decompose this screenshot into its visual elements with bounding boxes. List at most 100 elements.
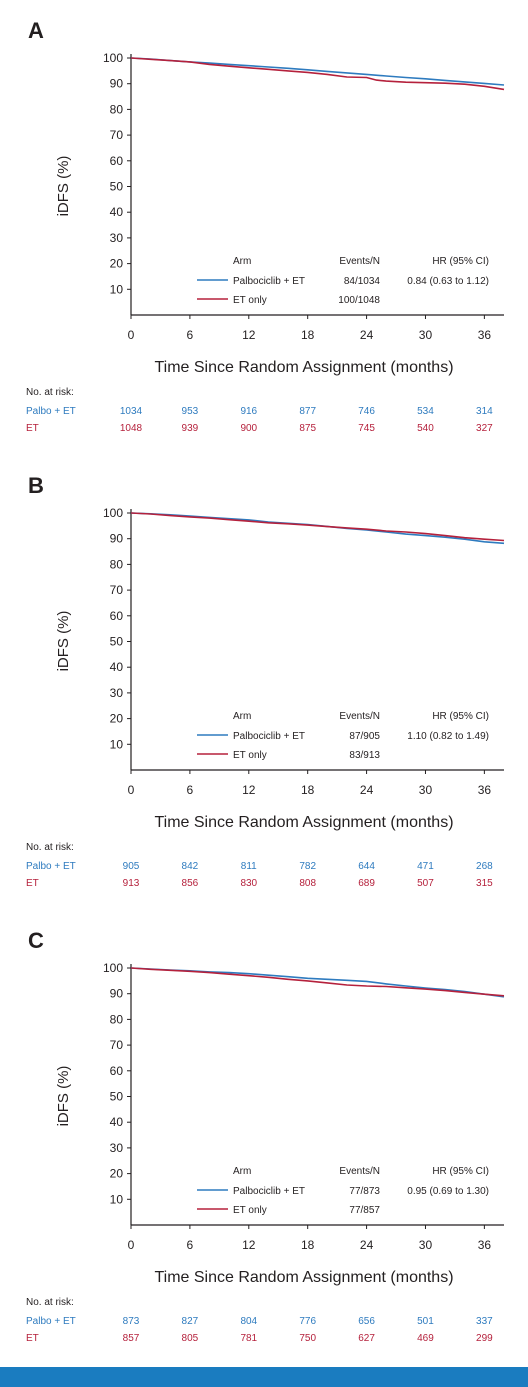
at-risk-value: 875 <box>299 423 317 434</box>
y-tick-label: 100 <box>103 961 123 975</box>
at-risk-value: 656 <box>358 1316 375 1327</box>
at-risk-row-palbo: Palbo + ET 1034 953 916 877 746 534 314 <box>0 406 528 420</box>
at-risk-value: 627 <box>358 1333 375 1344</box>
at-risk-label: ET <box>26 1333 39 1344</box>
x-tick-label: 18 <box>301 328 315 342</box>
legend-hr: 1.10 (0.82 to 1.49) <box>407 731 489 742</box>
at-risk-row-palbo: Palbo + ET 873 827 804 776 656 501 337 <box>0 1316 528 1330</box>
legend-hr: 0.84 (0.63 to 1.12) <box>407 276 489 287</box>
y-tick-label: 100 <box>103 51 123 65</box>
y-tick-label: 40 <box>110 1115 124 1129</box>
at-risk-value: 299 <box>476 1333 493 1344</box>
legend-events: 77/857 <box>349 1205 380 1216</box>
x-tick-label: 24 <box>360 783 374 797</box>
y-axis-label: iDFS (%) <box>55 611 72 672</box>
at-risk-label: ET <box>26 423 39 434</box>
x-tick-label: 0 <box>128 1238 135 1252</box>
at-risk-row-et: ET 913 856 830 808 689 507 315 <box>0 878 528 892</box>
y-tick-label: 90 <box>110 77 124 91</box>
y-tick-label: 10 <box>110 1192 124 1206</box>
km-plot: 10 20 30 40 50 60 70 80 90 100 0 6 12 18 24 30 36 iDFS (%… <box>55 51 505 376</box>
x-axis-label: Time Since Random Assignment (months) <box>154 1269 453 1286</box>
legend-arm: Palbociclib + ET <box>233 731 305 742</box>
at-risk-value: 781 <box>240 1333 258 1344</box>
km-plot: 10 20 30 40 50 60 70 80 90 100 0 6 12 18 24 30 36 iDFS (%… <box>55 506 505 831</box>
x-tick-label: 6 <box>187 1238 194 1252</box>
legend-arm: Palbociclib + ET <box>233 1186 305 1197</box>
x-tick-label: 30 <box>419 328 433 342</box>
at-risk-value: 268 <box>476 861 493 872</box>
y-tick-label: 80 <box>110 1012 124 1026</box>
x-tick-label: 24 <box>360 328 374 342</box>
at-risk-value: 327 <box>476 423 493 434</box>
at-risk-value: 873 <box>122 1316 140 1327</box>
at-risk-label: Palbo + ET <box>26 1316 76 1327</box>
panel-letter: B <box>28 473 44 498</box>
at-risk-value: 1048 <box>119 423 143 434</box>
y-tick-label: 50 <box>110 1090 124 1104</box>
at-risk-value: 913 <box>122 878 140 889</box>
at-risk-value: 314 <box>476 406 493 417</box>
legend-events: 83/913 <box>349 750 380 761</box>
at-risk-value: 808 <box>299 878 317 889</box>
x-tick-label: 12 <box>242 328 256 342</box>
series-line-et-only <box>130 512 505 542</box>
at-risk-value: 827 <box>181 1316 199 1327</box>
at-risk-value: 830 <box>240 878 258 889</box>
at-risk-title: No. at risk: <box>26 1297 74 1308</box>
at-risk-value: 811 <box>240 861 257 872</box>
y-tick-label: 30 <box>110 231 124 245</box>
at-risk-value: 644 <box>358 861 375 872</box>
at-risk-value: 315 <box>476 878 493 889</box>
y-tick-label: 30 <box>110 1141 124 1155</box>
y-tick-label: 10 <box>110 737 124 751</box>
at-risk-value: 804 <box>240 1316 258 1327</box>
x-tick-label: 36 <box>478 783 492 797</box>
at-risk-value: 856 <box>181 878 199 889</box>
at-risk-value: 916 <box>240 406 258 417</box>
x-tick-label: 6 <box>187 783 194 797</box>
legend-header-events: Events/N <box>339 1166 380 1177</box>
x-tick-label: 36 <box>478 328 492 342</box>
panel-b: B 10 20 30 40 50 60 70 80 90 100 0 6 12 18 24 30 36 iDFS (… <box>0 455 528 910</box>
y-tick-label: 20 <box>110 712 124 726</box>
x-tick-label: 0 <box>128 783 135 797</box>
at-risk-value: 842 <box>181 861 199 872</box>
legend-events: 84/1034 <box>344 276 381 287</box>
legend-header-hr: HR (95% CI) <box>432 256 489 267</box>
at-risk-value: 534 <box>417 406 434 417</box>
at-risk-title: No. at risk: <box>26 842 74 853</box>
at-risk-value: 750 <box>299 1333 317 1344</box>
legend-events: 77/873 <box>349 1186 380 1197</box>
y-tick-label: 70 <box>110 583 124 597</box>
at-risk-row-et: ET 857 805 781 750 627 469 299 <box>0 1333 528 1347</box>
legend-header-arm: Arm <box>233 711 251 722</box>
at-risk-label: ET <box>26 878 39 889</box>
at-risk-value: 953 <box>181 406 199 417</box>
at-risk-value: 469 <box>417 1333 434 1344</box>
y-tick-label: 50 <box>110 180 124 194</box>
at-risk-row-et: ET 1048 939 900 875 745 540 327 <box>0 423 528 437</box>
legend-header-events: Events/N <box>339 256 380 267</box>
at-risk-value: 900 <box>240 423 258 434</box>
at-risk-row-palbo: Palbo + ET 905 842 811 782 644 471 268 <box>0 861 528 875</box>
legend-header-events: Events/N <box>339 711 380 722</box>
x-tick-label: 30 <box>419 783 433 797</box>
y-tick-label: 80 <box>110 102 124 116</box>
at-risk-value: 540 <box>417 423 434 434</box>
x-tick-label: 6 <box>187 328 194 342</box>
km-plot: 10 20 30 40 50 60 70 80 90 100 0 6 12 18 24 30 36 iDFS (%… <box>55 961 505 1286</box>
x-tick-label: 12 <box>242 1238 256 1252</box>
at-risk-label: Palbo + ET <box>26 406 76 417</box>
x-tick-label: 18 <box>301 1238 315 1252</box>
at-risk-label: Palbo + ET <box>26 861 76 872</box>
at-risk-value: 501 <box>417 1316 434 1327</box>
at-risk-value: 746 <box>358 406 375 417</box>
x-tick-label: 30 <box>419 1238 433 1252</box>
series-line-et-only <box>130 57 505 91</box>
y-tick-label: 60 <box>110 609 124 623</box>
x-tick-label: 18 <box>301 783 315 797</box>
footer-bar <box>0 1367 528 1387</box>
series-line-et-only <box>130 967 505 997</box>
legend-arm: Palbociclib + ET <box>233 276 305 287</box>
